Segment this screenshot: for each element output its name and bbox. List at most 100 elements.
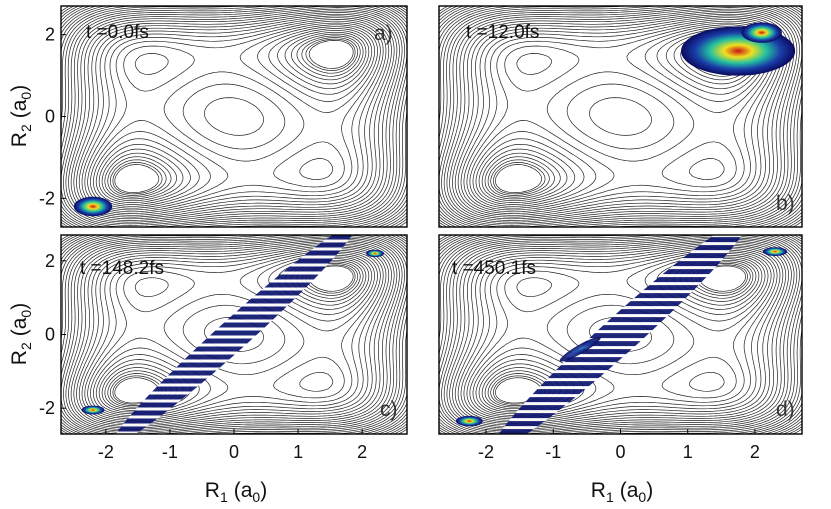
ylabel-bottom-unit: (a (8, 317, 31, 336)
x-tick-label: 0 (615, 442, 625, 462)
y-tick-label: -2 (39, 398, 55, 418)
contour-line (61, 6, 407, 227)
contour-line (101, 31, 367, 202)
contour-line (446, 10, 795, 223)
x-tick-label: -1 (545, 442, 561, 462)
contour-line (78, 245, 390, 424)
xlabel-left: R1 (a0) (205, 479, 267, 505)
contour-line (439, 235, 802, 434)
xlabel-left-main: R (205, 479, 220, 502)
contour-line (61, 6, 407, 227)
contour-line (61, 235, 407, 434)
contour-line (439, 235, 802, 434)
contour-line (472, 26, 769, 207)
wavepacket-blob (763, 247, 788, 256)
contour-line (457, 245, 784, 424)
contour-line (87, 22, 381, 211)
time-label-a: t =0.0fs (86, 22, 149, 43)
contour-line (439, 235, 802, 434)
contour-line (68, 10, 400, 223)
contour-line (61, 6, 407, 227)
contour-line (114, 40, 354, 193)
contour-line (439, 6, 802, 227)
xlabel-right-unit: (a (620, 479, 639, 502)
contour-line (439, 6, 802, 227)
contour-line (87, 249, 381, 420)
x-tick-label: -1 (162, 442, 178, 462)
svg-text:R2(a0): R2 (a0) (8, 303, 34, 365)
x-tick-label: 1 (683, 442, 693, 462)
contour-line (70, 240, 398, 429)
contour-line (84, 20, 384, 213)
contour-line (93, 26, 375, 207)
panel-letter-c: c) (380, 398, 398, 421)
panel-c: -2 0 2 -2 -1 0 1 2 (39, 234, 408, 462)
xlabel-right-close: ) (646, 479, 653, 502)
contour-line (61, 235, 407, 434)
contour-line (84, 248, 384, 421)
wavepacket-blob (455, 415, 483, 427)
wavepacket-blob (492, 235, 749, 434)
xlabel-left-unit-sub: 0 (252, 489, 260, 505)
y-tick-label: 2 (45, 251, 55, 271)
ylabel-bottom-main: R (8, 350, 31, 365)
wavepacket-blob (112, 235, 356, 434)
y-tick-label: 2 (45, 25, 55, 45)
xlabel-right-main: R (591, 479, 606, 502)
x-tick-label: 2 (357, 442, 367, 462)
wavepacket-blob (559, 336, 601, 362)
contour-line (61, 6, 407, 227)
wavepacket-blob (73, 196, 113, 217)
contour-line (446, 238, 795, 431)
contour-line (439, 6, 802, 227)
panel-d: -2 -1 0 1 2 (438, 234, 803, 462)
contour-line (78, 17, 390, 216)
contour-line (95, 28, 373, 205)
time-label-d: t =450.1fs (452, 258, 536, 279)
contour-line (463, 20, 778, 213)
contour-line (439, 235, 802, 434)
x-tick-label: 2 (750, 442, 760, 462)
contour-line (61, 235, 407, 434)
contour-line (439, 235, 802, 434)
contour-line (76, 15, 392, 218)
xlabel-left-close: ) (260, 479, 267, 502)
xlabel-right-sub: 1 (606, 489, 614, 505)
contour-line (63, 7, 405, 226)
contour-line (449, 12, 792, 221)
contour-line (439, 6, 802, 227)
contour-line (466, 22, 775, 211)
ylabel-top-unit: (a (8, 99, 31, 118)
panel-frame (438, 5, 803, 228)
contour-line (439, 6, 802, 227)
x-tick-label: -2 (478, 442, 494, 462)
panel-a: -2 0 2 (39, 5, 408, 228)
contour-line (104, 33, 364, 200)
contour-line (61, 6, 407, 227)
contour-line (439, 6, 802, 227)
contour-line (61, 235, 407, 434)
contour-line (490, 263, 751, 406)
contour-line (454, 243, 787, 426)
contour-line (61, 6, 407, 227)
contour-line (61, 6, 407, 227)
y-tick-label: 0 (45, 107, 55, 127)
contour-line (61, 235, 407, 434)
panel-letter-b: b) (776, 192, 795, 215)
contour-line (73, 242, 395, 427)
contour-line (463, 248, 778, 421)
contour-line (439, 6, 802, 227)
contour-line (112, 38, 356, 195)
contour-line (449, 240, 792, 429)
contour-line (443, 8, 798, 225)
contour-line (61, 235, 407, 434)
ylabel-top-sub: 2 (18, 124, 34, 132)
contour-line (439, 235, 802, 434)
ylabel-top-main: R (8, 132, 31, 147)
contour-line (65, 8, 403, 225)
contour-line (61, 6, 407, 227)
contour-line (61, 235, 407, 434)
panel-letter-a: a) (374, 22, 393, 45)
contour-line (457, 17, 784, 216)
